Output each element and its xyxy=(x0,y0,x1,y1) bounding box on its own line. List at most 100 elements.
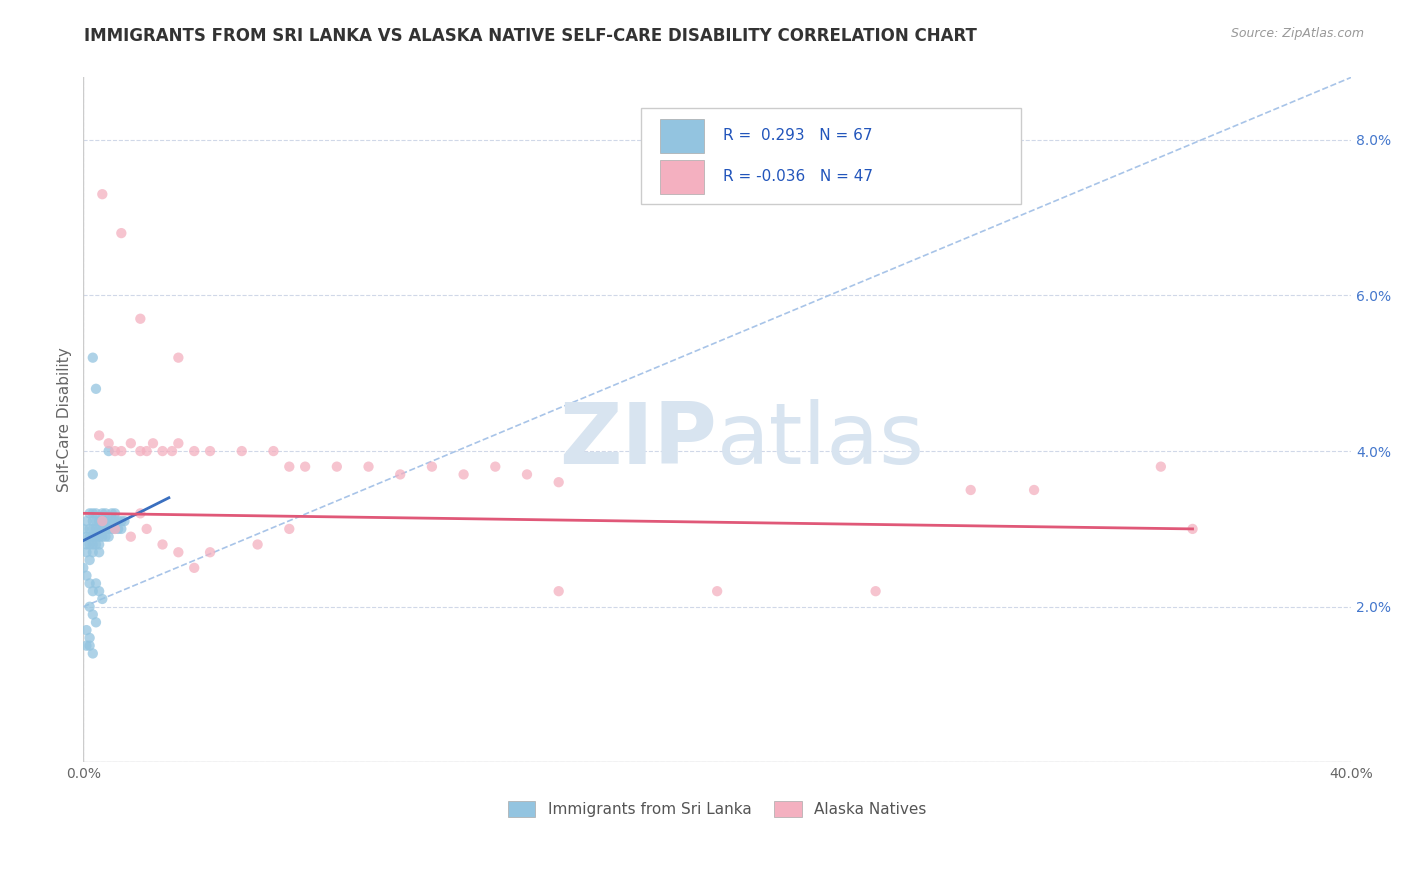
Point xyxy=(104,444,127,458)
Point xyxy=(420,459,443,474)
Point xyxy=(198,545,221,559)
Point xyxy=(84,382,107,396)
Point xyxy=(389,467,412,482)
Point xyxy=(278,459,301,474)
Point xyxy=(484,459,506,474)
Point xyxy=(135,522,157,536)
Point xyxy=(82,537,104,551)
Point xyxy=(75,623,97,637)
Point xyxy=(82,514,104,528)
Point xyxy=(1150,459,1173,474)
Point xyxy=(72,561,94,575)
Point xyxy=(114,514,136,528)
Point xyxy=(1022,483,1045,497)
Point xyxy=(79,522,101,536)
Point xyxy=(160,444,183,458)
Point xyxy=(94,514,117,528)
Point xyxy=(79,530,101,544)
Point xyxy=(104,522,127,536)
Point xyxy=(79,576,101,591)
Point xyxy=(183,561,205,575)
Point xyxy=(84,522,107,536)
Point xyxy=(231,444,253,458)
Point xyxy=(91,530,114,544)
Point xyxy=(246,537,269,551)
Point xyxy=(167,545,190,559)
Point xyxy=(1181,522,1204,536)
Point xyxy=(84,615,107,630)
Point xyxy=(142,436,165,450)
Point xyxy=(82,351,104,365)
Point xyxy=(516,467,538,482)
Point xyxy=(84,514,107,528)
Point xyxy=(91,514,114,528)
Point xyxy=(110,514,132,528)
Point xyxy=(79,631,101,645)
Point xyxy=(135,444,157,458)
Point xyxy=(706,584,728,599)
Point xyxy=(75,537,97,551)
Text: Source: ZipAtlas.com: Source: ZipAtlas.com xyxy=(1230,27,1364,40)
Point xyxy=(152,537,174,551)
Point xyxy=(97,530,120,544)
Point xyxy=(104,514,127,528)
Point xyxy=(959,483,981,497)
Point xyxy=(262,444,284,458)
Point xyxy=(82,545,104,559)
Point xyxy=(91,506,114,520)
Point xyxy=(129,506,152,520)
Point xyxy=(89,514,111,528)
Point xyxy=(89,428,111,442)
Point xyxy=(84,530,107,544)
Text: atlas: atlas xyxy=(717,399,925,482)
Point xyxy=(89,584,111,599)
Point xyxy=(82,647,104,661)
Point xyxy=(357,459,380,474)
Point xyxy=(453,467,475,482)
Bar xyxy=(659,119,704,153)
FancyBboxPatch shape xyxy=(641,108,1021,204)
Point xyxy=(167,436,190,450)
Point xyxy=(198,444,221,458)
Point xyxy=(79,639,101,653)
Legend: Immigrants from Sri Lanka, Alaska Natives: Immigrants from Sri Lanka, Alaska Native… xyxy=(502,795,932,823)
Point xyxy=(152,444,174,458)
Point xyxy=(91,522,114,536)
Point xyxy=(91,187,114,202)
Point xyxy=(79,506,101,520)
Point xyxy=(101,506,124,520)
Point xyxy=(104,522,127,536)
Point xyxy=(75,530,97,544)
Point xyxy=(547,584,569,599)
Point xyxy=(278,522,301,536)
Point xyxy=(104,506,127,520)
Text: R =  0.293   N = 67: R = 0.293 N = 67 xyxy=(724,128,873,143)
Point xyxy=(75,514,97,528)
Point xyxy=(865,584,887,599)
Point xyxy=(97,522,120,536)
Point xyxy=(82,506,104,520)
Point xyxy=(94,530,117,544)
Point xyxy=(89,537,111,551)
Point xyxy=(91,591,114,606)
Point xyxy=(120,436,142,450)
Point xyxy=(183,444,205,458)
Point xyxy=(75,545,97,559)
Point xyxy=(79,553,101,567)
Point xyxy=(79,537,101,551)
Point xyxy=(82,530,104,544)
Text: IMMIGRANTS FROM SRI LANKA VS ALASKA NATIVE SELF-CARE DISABILITY CORRELATION CHAR: IMMIGRANTS FROM SRI LANKA VS ALASKA NATI… xyxy=(84,27,977,45)
Point xyxy=(89,522,111,536)
Y-axis label: Self-Care Disability: Self-Care Disability xyxy=(58,348,72,492)
Point xyxy=(107,522,129,536)
Point xyxy=(82,607,104,622)
Point xyxy=(94,506,117,520)
Point xyxy=(89,530,111,544)
Point xyxy=(101,522,124,536)
Point xyxy=(110,444,132,458)
Bar xyxy=(659,160,704,194)
Point xyxy=(82,584,104,599)
Text: R = -0.036   N = 47: R = -0.036 N = 47 xyxy=(724,169,873,185)
Point xyxy=(94,522,117,536)
Point xyxy=(294,459,316,474)
